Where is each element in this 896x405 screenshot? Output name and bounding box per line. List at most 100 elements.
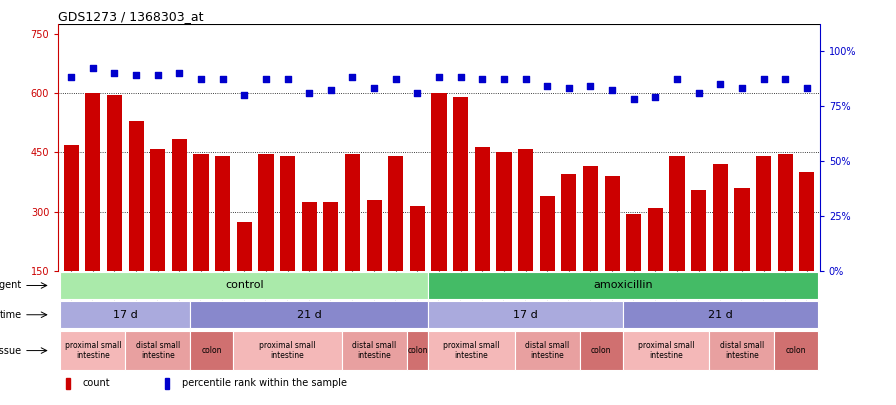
Bar	[453, 97, 469, 271]
FancyBboxPatch shape	[580, 331, 623, 370]
Point	[172, 70, 186, 76]
Bar	[64, 145, 79, 271]
Bar	[172, 139, 187, 271]
Bar	[215, 156, 230, 271]
Point	[323, 87, 338, 94]
FancyBboxPatch shape	[428, 272, 818, 299]
Point	[540, 83, 555, 89]
Bar	[712, 164, 728, 271]
Text: proximal small
intestine: proximal small intestine	[444, 341, 500, 360]
Bar	[323, 202, 339, 271]
FancyBboxPatch shape	[60, 331, 125, 370]
Bar	[128, 121, 143, 271]
FancyBboxPatch shape	[623, 301, 818, 328]
Bar	[756, 156, 771, 271]
Point	[86, 65, 100, 72]
Bar	[66, 377, 70, 389]
Bar	[258, 154, 273, 271]
Bar	[107, 95, 122, 271]
Point	[216, 76, 230, 83]
FancyBboxPatch shape	[341, 331, 407, 370]
FancyBboxPatch shape	[428, 331, 515, 370]
Bar	[345, 154, 360, 271]
Bar	[388, 156, 403, 271]
Point	[648, 94, 662, 100]
Bar	[799, 172, 814, 271]
FancyBboxPatch shape	[515, 331, 580, 370]
Bar	[735, 188, 750, 271]
Point	[259, 76, 273, 83]
Point	[670, 76, 685, 83]
Text: proximal small
intestine: proximal small intestine	[638, 341, 694, 360]
Point	[194, 76, 208, 83]
Point	[583, 83, 598, 89]
FancyBboxPatch shape	[125, 331, 190, 370]
Text: count: count	[82, 378, 110, 388]
Text: distal small
intestine: distal small intestine	[525, 341, 569, 360]
Bar	[165, 377, 168, 389]
Point	[756, 76, 771, 83]
FancyBboxPatch shape	[234, 331, 341, 370]
FancyBboxPatch shape	[774, 331, 818, 370]
Point	[778, 76, 792, 83]
Point	[64, 74, 78, 80]
FancyBboxPatch shape	[60, 272, 428, 299]
Point	[151, 72, 165, 78]
Text: time: time	[0, 310, 22, 320]
Bar	[669, 156, 685, 271]
Bar	[409, 206, 425, 271]
Bar	[539, 196, 555, 271]
Bar	[151, 149, 166, 271]
Bar	[626, 214, 642, 271]
Point	[800, 85, 814, 92]
Text: colon: colon	[202, 346, 222, 355]
Text: colon: colon	[591, 346, 612, 355]
FancyBboxPatch shape	[190, 331, 234, 370]
Point	[562, 85, 576, 92]
Point	[713, 81, 728, 87]
Bar	[280, 156, 295, 271]
Text: agent: agent	[0, 281, 22, 290]
Point	[692, 89, 706, 96]
Text: tissue: tissue	[0, 345, 22, 356]
FancyBboxPatch shape	[407, 331, 428, 370]
Bar	[691, 190, 706, 271]
Point	[626, 96, 641, 102]
Text: percentile rank within the sample: percentile rank within the sample	[182, 378, 347, 388]
Text: 21 d: 21 d	[297, 310, 322, 320]
Point	[129, 72, 143, 78]
Text: amoxicillin: amoxicillin	[593, 281, 653, 290]
Text: distal small
intestine: distal small intestine	[719, 341, 764, 360]
Text: colon: colon	[407, 346, 427, 355]
Point	[519, 76, 533, 83]
Text: GDS1273 / 1368303_at: GDS1273 / 1368303_at	[58, 10, 203, 23]
Bar	[778, 154, 793, 271]
Point	[345, 74, 359, 80]
FancyBboxPatch shape	[428, 301, 623, 328]
Point	[410, 89, 425, 96]
Bar	[475, 147, 490, 271]
Point	[453, 74, 468, 80]
Bar	[518, 149, 533, 271]
Bar	[302, 202, 317, 271]
Point	[302, 89, 316, 96]
Text: distal small
intestine: distal small intestine	[135, 341, 180, 360]
Text: 17 d: 17 d	[113, 310, 138, 320]
Point	[237, 92, 252, 98]
Point	[389, 76, 403, 83]
Point	[432, 74, 446, 80]
Bar	[605, 176, 620, 271]
Point	[605, 87, 619, 94]
Point	[367, 85, 382, 92]
Bar	[648, 208, 663, 271]
Point	[496, 76, 511, 83]
Bar	[432, 93, 446, 271]
Point	[280, 76, 295, 83]
Text: 17 d: 17 d	[513, 310, 538, 320]
Bar	[561, 174, 576, 271]
FancyBboxPatch shape	[623, 331, 710, 370]
Bar	[496, 153, 512, 271]
FancyBboxPatch shape	[190, 301, 428, 328]
Bar	[366, 200, 382, 271]
Text: proximal small
intestine: proximal small intestine	[65, 341, 121, 360]
